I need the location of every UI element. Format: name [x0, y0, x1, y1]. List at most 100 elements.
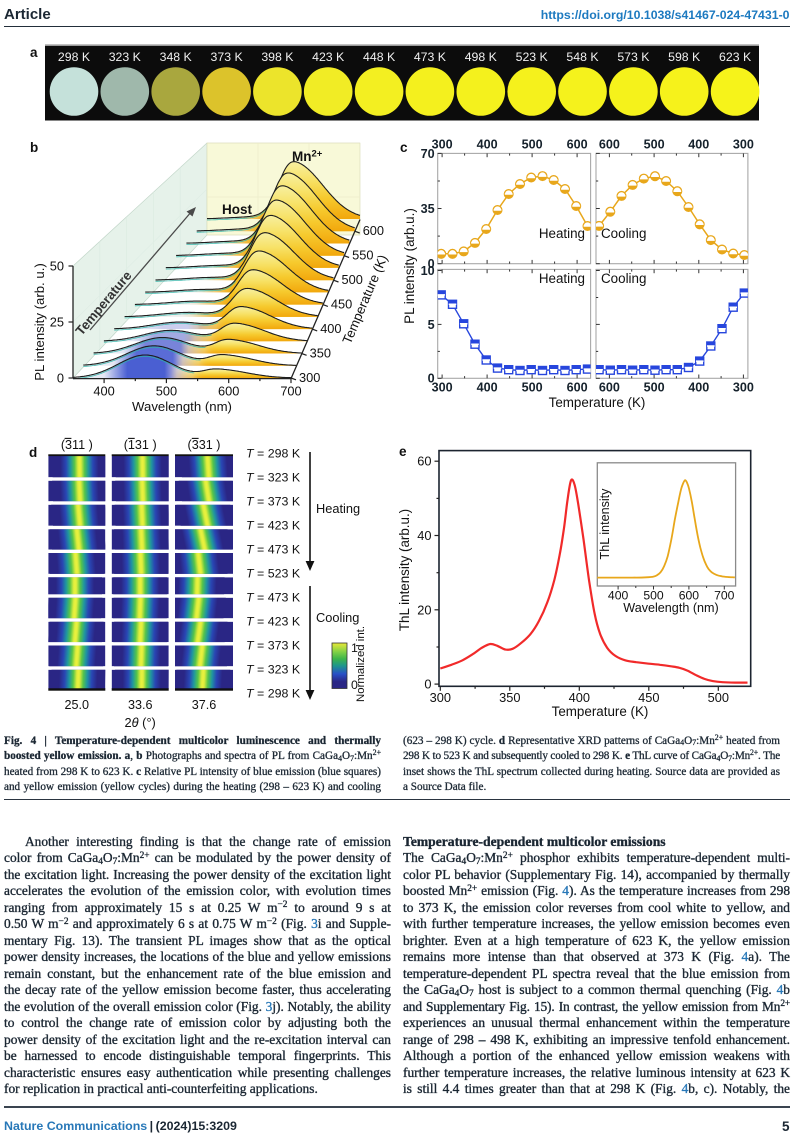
svg-text:298 K: 298 K [58, 50, 91, 64]
svg-text:Temperature (K): Temperature (K) [549, 395, 646, 410]
svg-text:T = 323 K: T = 323 K [246, 471, 301, 485]
svg-text:300: 300 [432, 381, 453, 395]
svg-text:323 K: 323 K [109, 50, 142, 64]
svg-text:(331 ): (331 ) [188, 438, 221, 452]
svg-text:400: 400 [688, 138, 709, 152]
svg-text:500: 500 [643, 589, 664, 603]
svg-text:Cooling: Cooling [601, 226, 646, 241]
svg-text:498 K: 498 K [465, 50, 498, 64]
svg-text:350: 350 [499, 690, 520, 705]
svg-text:500: 500 [156, 384, 177, 399]
svg-text:T = 298 K: T = 298 K [246, 687, 301, 701]
svg-text:500: 500 [708, 690, 729, 705]
svg-text:(131 ): (131 ) [124, 438, 157, 452]
svg-text:623 K: 623 K [719, 50, 752, 64]
svg-text:1: 1 [351, 641, 358, 655]
svg-text:300: 300 [430, 690, 451, 705]
svg-text:Temperature (K): Temperature (K) [552, 704, 649, 719]
svg-text:50: 50 [50, 259, 64, 274]
svg-text:25.0: 25.0 [65, 698, 90, 712]
svg-text:500: 500 [342, 272, 363, 287]
svg-text:0: 0 [428, 257, 435, 271]
svg-text:700: 700 [280, 384, 301, 399]
svg-text:548 K: 548 K [566, 50, 599, 64]
svg-text:a: a [30, 45, 38, 60]
svg-text:348 K: 348 K [160, 50, 193, 64]
svg-text:T = 373 K: T = 373 K [246, 495, 301, 509]
svg-text:0: 0 [57, 371, 64, 386]
svg-text:448 K: 448 K [363, 50, 396, 64]
svg-text:400: 400 [477, 138, 498, 152]
svg-text:Wavelength (nm): Wavelength (nm) [623, 601, 718, 615]
svg-text:ThL intensity (arb.u.): ThL intensity (arb.u.) [397, 509, 412, 631]
svg-text:300: 300 [733, 381, 754, 395]
svg-text:10: 10 [421, 264, 435, 278]
svg-text:400: 400 [320, 321, 341, 336]
svg-text:ThL intensity: ThL intensity [598, 488, 612, 560]
svg-text:300: 300 [733, 138, 754, 152]
svg-text:70: 70 [421, 147, 435, 161]
svg-text:350: 350 [310, 346, 331, 361]
svg-text:25: 25 [50, 315, 64, 330]
svg-text:T = 373 K: T = 373 K [246, 639, 301, 653]
svg-text:600: 600 [599, 381, 620, 395]
svg-text:400: 400 [569, 690, 590, 705]
svg-text:600: 600 [567, 381, 588, 395]
svg-text:Cooling: Cooling [601, 271, 646, 286]
svg-text:400: 400 [608, 589, 629, 603]
svg-text:60: 60 [417, 454, 431, 469]
svg-text:T = 473 K: T = 473 K [246, 591, 301, 605]
svg-text:400: 400 [688, 381, 709, 395]
svg-text:c: c [400, 140, 408, 155]
svg-text:500: 500 [522, 381, 543, 395]
svg-text:600: 600 [567, 138, 588, 152]
svg-text:600: 600 [599, 138, 620, 152]
svg-text:T = 423 K: T = 423 K [246, 519, 301, 533]
svg-text:T = 423 K: T = 423 K [246, 615, 301, 629]
svg-text:Heating: Heating [316, 501, 360, 516]
svg-text:450: 450 [331, 297, 352, 312]
svg-text:37.6: 37.6 [192, 698, 217, 712]
svg-text:550: 550 [352, 248, 373, 263]
svg-text:300: 300 [432, 138, 453, 152]
svg-text:PL intensity (arb. u.): PL intensity (arb. u.) [32, 263, 47, 381]
svg-text:600: 600 [218, 384, 239, 399]
svg-text:(311 ): (311 ) [61, 438, 93, 452]
svg-text:373 K: 373 K [211, 50, 244, 64]
svg-text:T = 523 K: T = 523 K [246, 567, 301, 581]
svg-text:33.6: 33.6 [128, 698, 153, 712]
svg-text:Wavelength (nm): Wavelength (nm) [132, 399, 232, 414]
svg-text:398 K: 398 K [261, 50, 294, 64]
svg-text:423 K: 423 K [312, 50, 345, 64]
svg-text:400: 400 [477, 381, 498, 395]
svg-text:600: 600 [679, 589, 700, 603]
svg-text:2θ (°): 2θ (°) [125, 715, 156, 730]
svg-text:d: d [29, 445, 37, 460]
svg-text:0: 0 [428, 372, 435, 386]
svg-text:T = 323 K: T = 323 K [246, 663, 301, 677]
svg-text:20: 20 [417, 602, 431, 617]
svg-text:Host: Host [222, 202, 253, 217]
svg-text:40: 40 [417, 528, 431, 543]
svg-text:450: 450 [638, 690, 659, 705]
svg-text:PL intensity (arb.u.): PL intensity (arb.u.) [402, 208, 417, 324]
svg-text:Heating: Heating [539, 271, 585, 286]
svg-text:473 K: 473 K [414, 50, 447, 64]
svg-text:523 K: 523 K [516, 50, 549, 64]
svg-text:T = 298 K: T = 298 K [246, 447, 301, 461]
svg-text:T = 473 K: T = 473 K [246, 543, 301, 557]
svg-text:b: b [30, 140, 38, 155]
svg-text:400: 400 [93, 384, 114, 399]
svg-text:5: 5 [428, 318, 435, 332]
svg-text:0: 0 [351, 678, 358, 692]
svg-text:0: 0 [424, 677, 431, 692]
svg-text:300: 300 [299, 370, 320, 385]
svg-text:598 K: 598 K [668, 50, 701, 64]
svg-text:Cooling: Cooling [316, 610, 359, 625]
svg-text:Heating: Heating [539, 226, 585, 241]
svg-text:e: e [399, 444, 407, 459]
svg-text:Normalized int.: Normalized int. [355, 626, 367, 702]
svg-text:35: 35 [421, 202, 435, 216]
svg-text:600: 600 [363, 223, 384, 238]
svg-text:500: 500 [644, 381, 665, 395]
